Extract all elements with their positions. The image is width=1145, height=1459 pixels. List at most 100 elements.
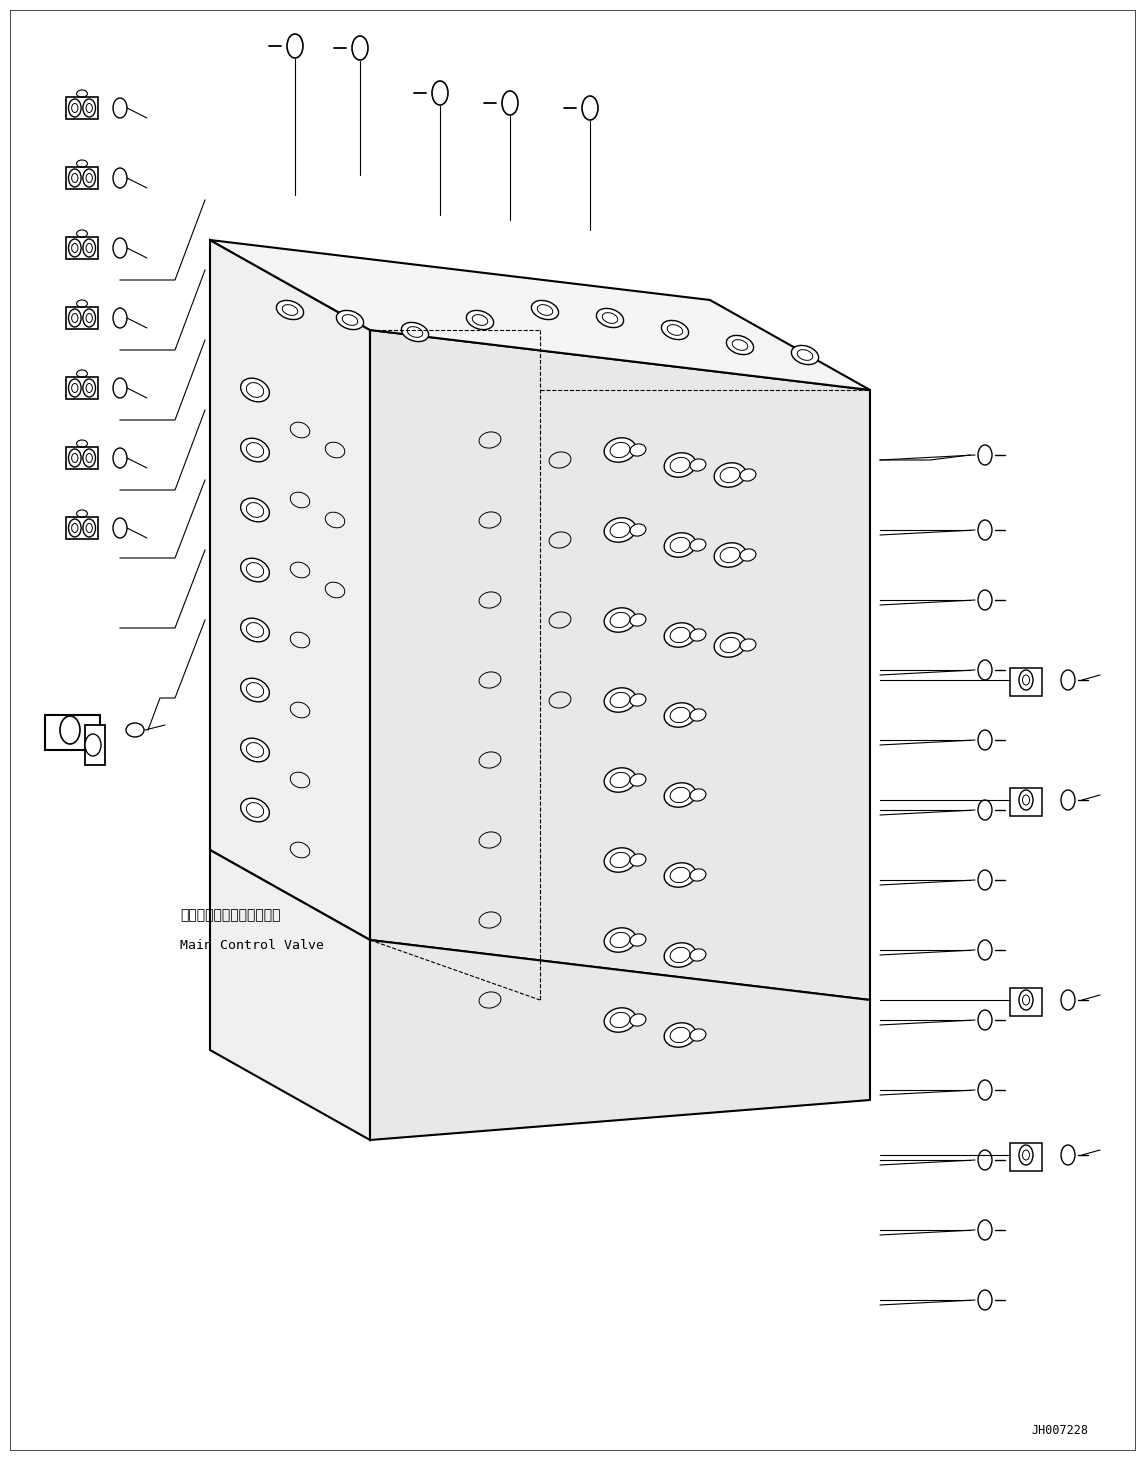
Ellipse shape	[60, 716, 80, 744]
Bar	[65, 448, 98, 468]
Ellipse shape	[402, 322, 428, 341]
Ellipse shape	[630, 1014, 646, 1026]
Ellipse shape	[1019, 991, 1033, 1010]
Ellipse shape	[69, 169, 81, 187]
Ellipse shape	[740, 468, 756, 481]
Ellipse shape	[582, 96, 598, 120]
Ellipse shape	[714, 543, 745, 568]
Text: メインコントロールバルブ: メインコントロールバルブ	[180, 907, 281, 922]
Bar	[1010, 1142, 1042, 1172]
Ellipse shape	[726, 336, 753, 355]
Ellipse shape	[664, 1023, 696, 1048]
Ellipse shape	[664, 862, 696, 887]
Ellipse shape	[630, 934, 646, 945]
Ellipse shape	[714, 633, 745, 657]
Bar	[85, 725, 105, 765]
Ellipse shape	[662, 321, 688, 340]
Polygon shape	[210, 239, 370, 940]
Bar	[65, 98, 98, 118]
Ellipse shape	[82, 449, 95, 467]
Ellipse shape	[664, 703, 696, 727]
Ellipse shape	[82, 309, 95, 327]
Ellipse shape	[630, 614, 646, 626]
Ellipse shape	[240, 559, 269, 582]
Ellipse shape	[605, 928, 635, 953]
Ellipse shape	[690, 538, 706, 552]
Ellipse shape	[664, 943, 696, 967]
Ellipse shape	[69, 239, 81, 257]
Bar	[45, 715, 100, 750]
Ellipse shape	[605, 848, 635, 872]
Ellipse shape	[352, 36, 368, 60]
Ellipse shape	[714, 463, 745, 487]
Ellipse shape	[690, 948, 706, 961]
Ellipse shape	[69, 519, 81, 537]
Bar	[65, 308, 98, 328]
Ellipse shape	[1019, 1145, 1033, 1164]
Ellipse shape	[630, 444, 646, 457]
Ellipse shape	[690, 870, 706, 881]
Bar	[1010, 788, 1042, 816]
Ellipse shape	[1019, 670, 1033, 690]
Ellipse shape	[597, 308, 624, 328]
Ellipse shape	[240, 738, 269, 762]
Ellipse shape	[69, 379, 81, 397]
Ellipse shape	[630, 524, 646, 535]
Ellipse shape	[664, 533, 696, 557]
Ellipse shape	[690, 1029, 706, 1042]
Ellipse shape	[69, 449, 81, 467]
Bar	[65, 378, 98, 398]
Ellipse shape	[502, 90, 518, 115]
Ellipse shape	[740, 639, 756, 651]
Ellipse shape	[605, 608, 635, 632]
Ellipse shape	[82, 519, 95, 537]
Ellipse shape	[85, 734, 101, 756]
Ellipse shape	[82, 379, 95, 397]
Ellipse shape	[664, 623, 696, 648]
Ellipse shape	[605, 518, 635, 543]
Ellipse shape	[605, 1008, 635, 1032]
Ellipse shape	[82, 239, 95, 257]
Bar	[65, 516, 98, 538]
Ellipse shape	[69, 99, 81, 117]
Ellipse shape	[690, 629, 706, 641]
Ellipse shape	[240, 438, 269, 463]
Ellipse shape	[287, 34, 303, 58]
Ellipse shape	[240, 498, 269, 522]
Text: JH007228: JH007228	[1032, 1424, 1089, 1437]
Ellipse shape	[664, 783, 696, 807]
Ellipse shape	[630, 694, 646, 706]
Ellipse shape	[605, 687, 635, 712]
Ellipse shape	[791, 346, 819, 365]
Bar	[65, 168, 98, 188]
Ellipse shape	[605, 767, 635, 792]
Polygon shape	[370, 940, 870, 1139]
Ellipse shape	[630, 854, 646, 867]
Ellipse shape	[82, 169, 95, 187]
Ellipse shape	[69, 309, 81, 327]
Ellipse shape	[740, 549, 756, 562]
Polygon shape	[370, 330, 870, 999]
Ellipse shape	[630, 773, 646, 786]
Ellipse shape	[240, 678, 269, 702]
Ellipse shape	[690, 460, 706, 471]
Bar	[1010, 988, 1042, 1015]
Ellipse shape	[82, 99, 95, 117]
Ellipse shape	[1019, 789, 1033, 810]
Ellipse shape	[690, 789, 706, 801]
Ellipse shape	[605, 438, 635, 463]
Bar	[65, 238, 98, 258]
Ellipse shape	[664, 452, 696, 477]
Ellipse shape	[466, 311, 493, 330]
Ellipse shape	[276, 301, 303, 320]
Polygon shape	[210, 239, 870, 390]
Ellipse shape	[432, 82, 448, 105]
Ellipse shape	[240, 378, 269, 401]
Ellipse shape	[240, 798, 269, 821]
Ellipse shape	[531, 301, 559, 320]
Polygon shape	[210, 851, 370, 1139]
Ellipse shape	[690, 709, 706, 721]
Bar	[1010, 668, 1042, 696]
Ellipse shape	[240, 619, 269, 642]
Text: Main Control Valve: Main Control Valve	[180, 938, 324, 951]
